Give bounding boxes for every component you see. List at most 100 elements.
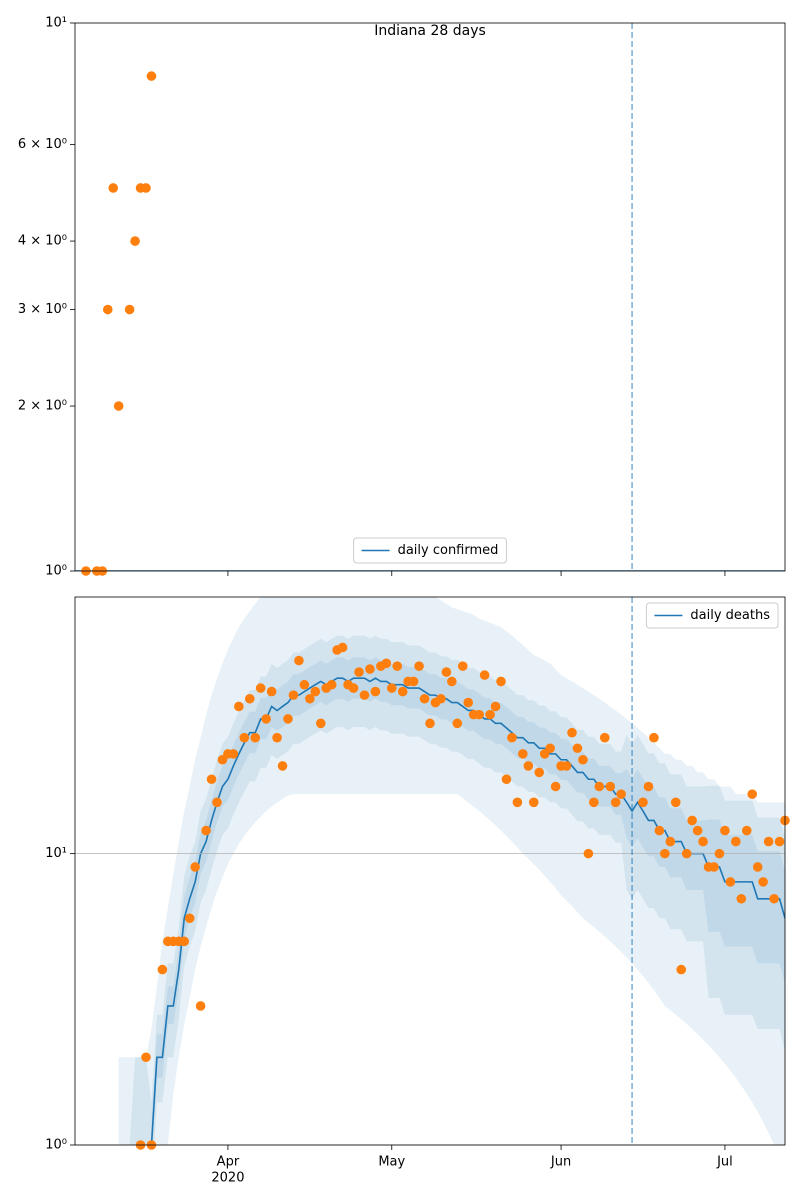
- axes-frame: [74, 22, 786, 572]
- observed-point: [583, 848, 594, 859]
- y-tick-label: 10⁰: [45, 564, 67, 579]
- observed-point: [649, 732, 659, 743]
- observed-point: [397, 686, 408, 697]
- observed-point: [479, 670, 490, 680]
- observed-point: [255, 683, 266, 693]
- observed-point: [474, 709, 484, 720]
- observed-point: [195, 1001, 206, 1011]
- observed-point: [266, 686, 277, 697]
- observed-point: [725, 877, 736, 887]
- legend-box: [645, 602, 779, 629]
- observed-point: [545, 743, 555, 754]
- observed-point: [720, 825, 730, 836]
- axes-frame: [74, 596, 786, 1146]
- observed-point: [643, 781, 654, 792]
- observed-point: [758, 877, 768, 887]
- observed-point: [234, 701, 244, 712]
- observed-point: [452, 718, 463, 729]
- observed-point: [512, 797, 523, 808]
- observed-point: [523, 761, 534, 771]
- observed-point: [250, 732, 261, 743]
- observed-point: [550, 781, 561, 792]
- observed-point: [315, 718, 326, 729]
- observed-point: [769, 893, 779, 904]
- observed-point: [436, 693, 446, 704]
- observed-point: [731, 836, 741, 847]
- observed-point: [146, 71, 157, 81]
- observed-point: [589, 797, 599, 808]
- observed-point: [294, 655, 304, 666]
- observed-point: [736, 893, 747, 904]
- x-tick-label: Apr: [217, 1155, 240, 1170]
- x-tick-label: Jun: [550, 1155, 571, 1170]
- observed-point: [594, 781, 605, 792]
- observed-point: [681, 848, 692, 859]
- observed-point: [692, 825, 703, 836]
- observed-point: [709, 862, 719, 872]
- observed-point: [763, 836, 774, 847]
- observed-point: [299, 679, 310, 690]
- observed-point: [485, 709, 495, 720]
- observed-point: [698, 836, 708, 847]
- observed-point: [244, 693, 255, 704]
- observed-point: [610, 797, 621, 808]
- observed-point: [457, 661, 468, 671]
- legend: daily deaths: [645, 602, 779, 629]
- observed-point: [184, 913, 195, 924]
- observed-point: [141, 183, 151, 193]
- observed-point: [578, 754, 588, 765]
- observed-point: [326, 679, 337, 690]
- observed-point: [774, 836, 785, 847]
- observed-point: [370, 686, 381, 697]
- legend: daily confirmed: [353, 537, 507, 564]
- observed-point: [228, 749, 239, 759]
- observed-point: [507, 732, 517, 743]
- legend-label: daily confirmed: [398, 543, 499, 558]
- observed-point: [288, 690, 299, 700]
- observed-point: [425, 718, 435, 729]
- observed-point: [141, 1052, 151, 1063]
- interval-band: [151, 657, 785, 1145]
- observed-point: [310, 686, 321, 697]
- observed-point: [239, 732, 250, 743]
- observed-point: [179, 936, 190, 947]
- observed-point: [277, 761, 288, 771]
- observed-point: [561, 761, 572, 771]
- observed-point: [528, 797, 539, 808]
- observed-point: [392, 661, 403, 671]
- y-tick-label: 2 × 10⁰: [18, 399, 67, 414]
- observed-point: [676, 964, 687, 975]
- observed-point: [359, 690, 370, 700]
- legend-box: [353, 537, 507, 564]
- observed-point: [660, 848, 670, 859]
- observed-point: [605, 781, 616, 792]
- chart-title: Indiana 28 days: [374, 23, 486, 39]
- legend-label: daily deaths: [690, 608, 770, 623]
- observed-point: [419, 693, 430, 704]
- observed-point: [567, 727, 577, 738]
- y-tick-label: 10¹: [45, 16, 67, 31]
- observed-point: [386, 683, 397, 693]
- observed-point: [102, 304, 113, 315]
- observed-point: [283, 714, 293, 724]
- observed-point: [638, 797, 648, 808]
- observed-point: [212, 797, 222, 808]
- observed-point: [124, 304, 135, 315]
- observed-point: [354, 667, 364, 677]
- observed-point: [365, 664, 375, 674]
- observed-point: [206, 774, 217, 785]
- interval-band: [118, 635, 785, 1145]
- observed-point: [408, 676, 419, 687]
- observed-point: [747, 789, 758, 799]
- observed-point: [190, 862, 200, 872]
- observed-point: [463, 697, 474, 708]
- interval-band: [118, 597, 785, 1145]
- observed-point: [414, 661, 424, 671]
- series-line: [150, 677, 785, 1145]
- observed-point: [348, 683, 359, 693]
- observed-point: [305, 693, 315, 704]
- observed-point: [665, 836, 676, 847]
